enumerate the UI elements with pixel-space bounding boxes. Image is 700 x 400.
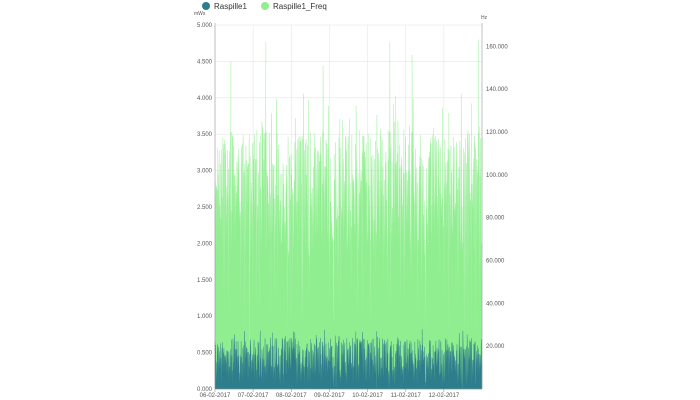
x-axis-ticks: 06-02-2017 07-02-2017 08-02-2017 09-02-2017…	[200, 389, 460, 399]
x-tick-label: 11-02-2017	[391, 393, 422, 399]
right-tick-label: 60.000	[486, 259, 505, 265]
left-axis-ticks: 0.000 0.500 1.000 1.500 2.000 2.500 3.000 3.500…	[197, 23, 213, 393]
right-tick-label: 120.000	[486, 130, 508, 136]
right-axis-ticks: 20.000 40.000 60.000 80.000 100.000 120.000 14…	[486, 44, 508, 350]
legend-label-raspille1-freq: Raspille1_Freq	[273, 2, 327, 11]
left-tick-label: 2.500	[197, 205, 213, 211]
x-tick-label: 10-02-2017	[352, 393, 383, 399]
left-tick-label: 1.000	[197, 314, 213, 320]
left-tick-label: 1.500	[197, 278, 213, 284]
right-tick-label: 20.000	[486, 344, 505, 350]
left-tick-label: 2.000	[197, 241, 213, 247]
series-raspille1-freq	[214, 39, 483, 390]
left-tick-label: 0.500	[197, 351, 213, 357]
x-tick-label: 08-02-2017	[276, 393, 307, 399]
right-tick-label: 100.000	[486, 173, 508, 179]
legend: Raspille1 Raspille1_Freq	[202, 2, 327, 11]
series-raspille1	[214, 329, 483, 390]
left-tick-label: 4.000	[197, 96, 213, 102]
legend-label-raspille1: Raspille1	[214, 2, 247, 11]
left-axis-unit: mWs	[194, 11, 206, 17]
legend-item-raspille1-freq[interactable]: Raspille1_Freq	[261, 2, 327, 11]
axes	[214, 23, 483, 390]
right-tick-label: 40.000	[486, 301, 505, 307]
right-axis-unit: Hz	[481, 15, 488, 21]
x-tick-label: 07-02-2017	[238, 393, 269, 399]
x-tick-label: 06-02-2017	[200, 393, 231, 399]
left-tick-label: 3.500	[197, 132, 213, 138]
legend-item-raspille1[interactable]: Raspille1	[202, 2, 247, 11]
x-tick-label: 09-02-2017	[314, 393, 345, 399]
left-tick-label: 5.000	[197, 23, 213, 29]
series-area-raspille1-freq	[214, 39, 483, 390]
right-tick-label: 160.000	[486, 44, 508, 50]
left-tick-label: 0.000	[197, 387, 213, 393]
x-tick-label: 12-02-2017	[429, 393, 460, 399]
legend-swatch-raspille1	[202, 2, 210, 10]
left-tick-label: 3.000	[197, 169, 213, 175]
series-area-raspille1	[214, 329, 483, 390]
right-tick-label: 140.000	[486, 87, 508, 93]
legend-swatch-raspille1-freq	[261, 2, 269, 10]
left-tick-label: 4.500	[197, 59, 213, 65]
right-tick-label: 80.000	[486, 216, 505, 222]
